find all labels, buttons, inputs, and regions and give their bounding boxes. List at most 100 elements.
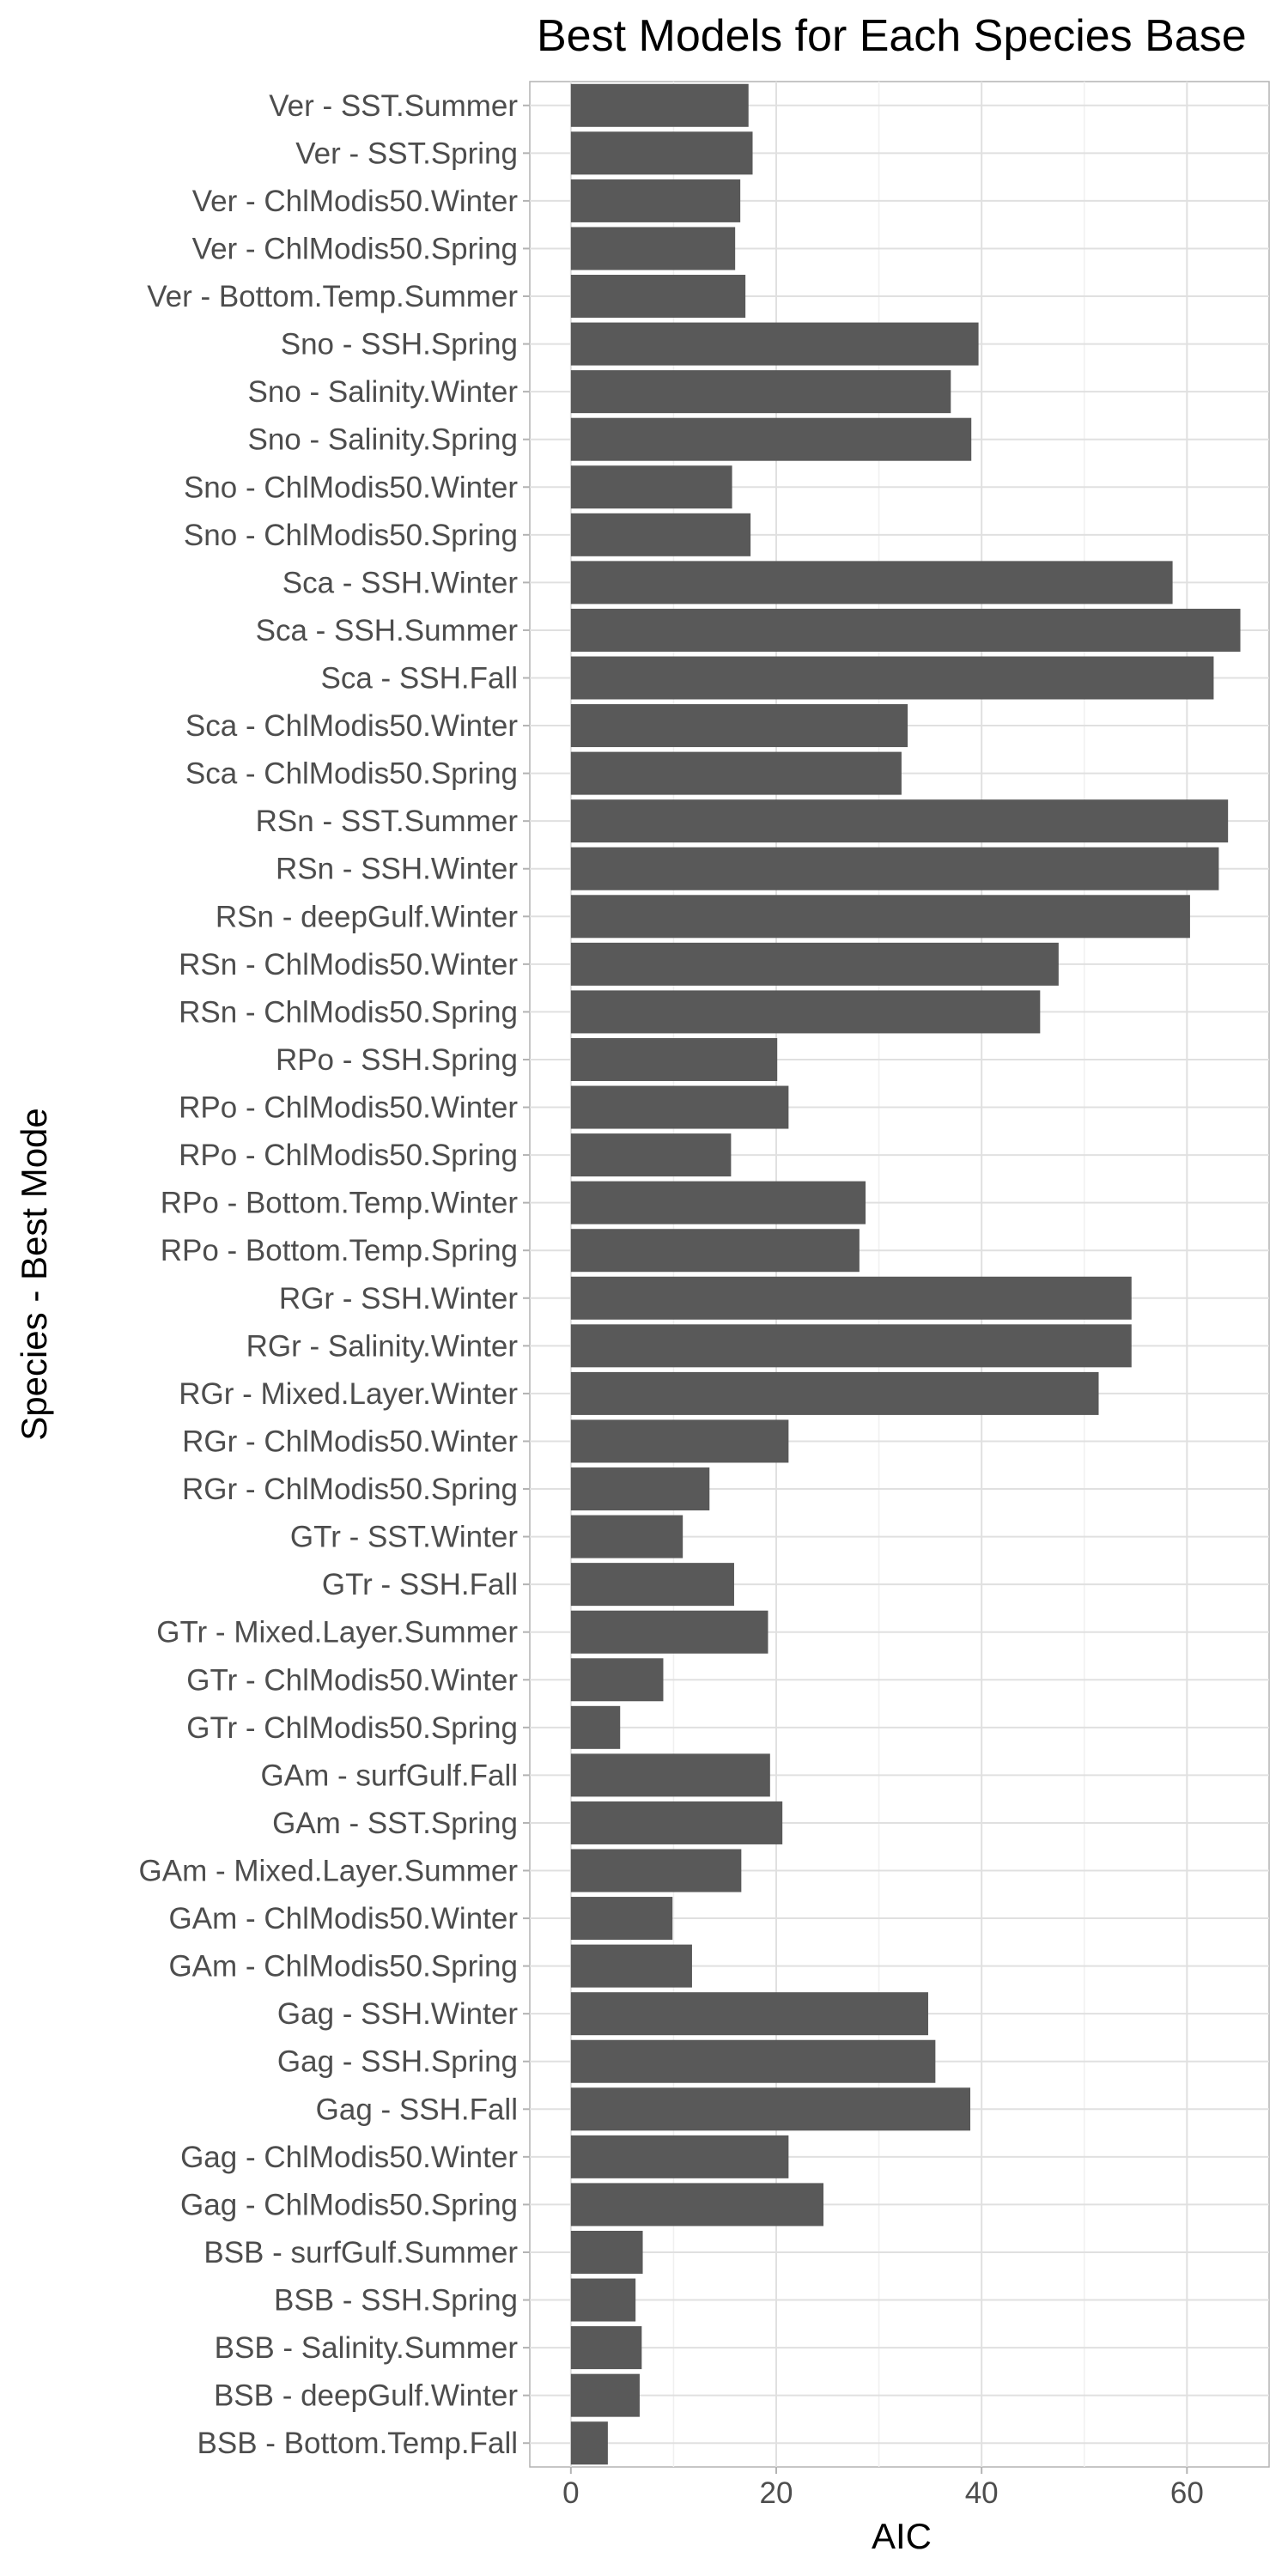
- y-tick-label: BSB - SSH.Spring: [274, 2284, 518, 2318]
- y-tick-label: Sno - Salinity.Spring: [247, 423, 518, 457]
- y-tick-label: Sno - ChlModis50.Winter: [184, 471, 518, 504]
- bar: [570, 561, 1173, 605]
- y-tick-label: RPo - Bottom.Temp.Winter: [161, 1187, 519, 1220]
- bar: [570, 417, 972, 461]
- x-tick-label: 40: [965, 2476, 999, 2510]
- bar: [570, 1085, 789, 1129]
- bar: [570, 1897, 673, 1941]
- y-tick-label: RPo - SSH.Spring: [276, 1043, 518, 1077]
- y-tick-label: GAm - surfGulf.Fall: [261, 1759, 518, 1792]
- bar: [570, 1753, 770, 1797]
- y-axis-title: Species - Best Mode: [14, 1108, 54, 1441]
- y-tick-label: RSn - SST.Summer: [256, 805, 519, 838]
- x-tick-label: 60: [1170, 2476, 1204, 2510]
- bar: [570, 1371, 1099, 1415]
- y-tick-label: BSB - deepGulf.Winter: [214, 2379, 518, 2413]
- bar: [570, 2421, 608, 2465]
- bar: [570, 942, 1059, 986]
- bar: [570, 1324, 1132, 1368]
- y-tick-label: BSB - Bottom.Temp.Fall: [197, 2427, 518, 2460]
- bar: [570, 83, 749, 127]
- y-tick-label: Sca - SSH.Summer: [256, 614, 519, 647]
- y-tick-label: RSn - deepGulf.Winter: [216, 900, 518, 933]
- y-tick-label: Ver - ChlModis50.Spring: [192, 232, 518, 265]
- bar: [570, 2087, 971, 2131]
- y-tick-labels: BSB - Bottom.Temp.Fall BSB - deepGulf.Win…: [139, 89, 530, 2460]
- bar: [570, 2230, 643, 2274]
- bar: [570, 465, 732, 509]
- bar: [570, 1563, 734, 1607]
- bar: [570, 2039, 936, 2083]
- y-tick-label: Sno - SSH.Spring: [281, 328, 518, 361]
- bar: [570, 179, 741, 222]
- y-tick-label: RSn - ChlModis50.Winter: [179, 948, 518, 981]
- bars-layer: [570, 83, 1241, 2465]
- y-tick-label: GTr - Mixed.Layer.Summer: [156, 1616, 518, 1649]
- y-tick-label: Ver - ChlModis50.Winter: [192, 185, 519, 218]
- bar: [570, 227, 736, 270]
- chart-title: Best Models for Each Species Base: [537, 11, 1247, 61]
- y-tick-label: GAm - ChlModis50.Winter: [169, 1902, 519, 1935]
- bar: [570, 656, 1214, 700]
- y-tick-label: Sca - SSH.Winter: [283, 566, 519, 599]
- y-tick-label: Sca - ChlModis50.Spring: [185, 757, 518, 791]
- bar: [570, 1705, 621, 1749]
- bar: [570, 751, 902, 795]
- y-tick-label: RPo - ChlModis50.Spring: [179, 1139, 518, 1172]
- bar: [570, 2135, 789, 2178]
- y-tick-label: GTr - SSH.Fall: [322, 1568, 518, 1601]
- y-tick-label: RGr - ChlModis50.Winter: [182, 1425, 518, 1458]
- bar: [570, 847, 1219, 890]
- y-tick-label: Sca - ChlModis50.Winter: [185, 709, 518, 743]
- bar: [570, 1037, 778, 1081]
- y-tick-label: Gag - ChlModis50.Spring: [180, 2188, 518, 2221]
- x-axis-title: AIC: [872, 2516, 932, 2556]
- bar: [570, 1467, 710, 1511]
- y-tick-label: GAm - ChlModis50.Spring: [168, 1950, 518, 1984]
- bar: [570, 704, 908, 748]
- y-tick-label: RGr - Salinity.Winter: [246, 1329, 519, 1363]
- y-tick-label: BSB - Salinity.Summer: [215, 2331, 519, 2365]
- bar: [570, 2278, 636, 2322]
- bar: [570, 275, 746, 319]
- bar: [570, 1515, 683, 1558]
- bar: [570, 1992, 928, 2036]
- x-tick-label: 20: [760, 2476, 793, 2510]
- bar: [570, 1801, 783, 1844]
- bar: [570, 990, 1041, 1034]
- y-tick-label: GTr - ChlModis50.Spring: [186, 1711, 518, 1745]
- y-tick-label: RPo - ChlModis50.Winter: [179, 1091, 518, 1125]
- bar: [570, 895, 1190, 939]
- y-tick-label: Ver - SST.Summer: [269, 89, 518, 123]
- bar: [570, 1849, 742, 1893]
- y-tick-label: BSB - surfGulf.Summer: [204, 2236, 518, 2269]
- y-tick-label: GTr - ChlModis50.Winter: [186, 1663, 518, 1697]
- bar: [570, 1944, 692, 1988]
- y-tick-label: RGr - Mixed.Layer.Winter: [179, 1377, 518, 1411]
- bar: [570, 2183, 824, 2227]
- bar: [570, 1658, 664, 1702]
- y-tick-label: RGr - ChlModis50.Spring: [182, 1473, 518, 1506]
- y-tick-label: Ver - SST.Spring: [295, 137, 518, 170]
- bar: [570, 1229, 860, 1273]
- bar: [570, 1610, 769, 1654]
- bar: [570, 1276, 1132, 1320]
- bar: [570, 2326, 642, 2370]
- y-tick-label: Ver - Bottom.Temp.Summer: [147, 280, 518, 313]
- y-tick-label: Gag - SSH.Winter: [277, 1997, 518, 2031]
- y-tick-label: RSn - ChlModis50.Spring: [179, 995, 518, 1029]
- bar: [570, 131, 753, 175]
- y-tick-label: Gag - SSH.Spring: [277, 2045, 518, 2079]
- y-tick-label: GAm - SST.Spring: [272, 1807, 518, 1840]
- y-tick-label: Gag - ChlModis50.Winter: [180, 2141, 518, 2174]
- y-tick-label: RSn - SSH.Winter: [276, 853, 518, 886]
- y-tick-label: GAm - Mixed.Layer.Summer: [139, 1855, 519, 1888]
- bar: [570, 513, 751, 556]
- y-tick-label: RGr - SSH.Winter: [279, 1282, 518, 1315]
- bar: [570, 1419, 789, 1463]
- y-tick-label: RPo - Bottom.Temp.Spring: [161, 1234, 518, 1267]
- bar: [570, 370, 951, 414]
- bar: [570, 322, 979, 366]
- y-tick-label: Sno - Salinity.Winter: [248, 375, 519, 409]
